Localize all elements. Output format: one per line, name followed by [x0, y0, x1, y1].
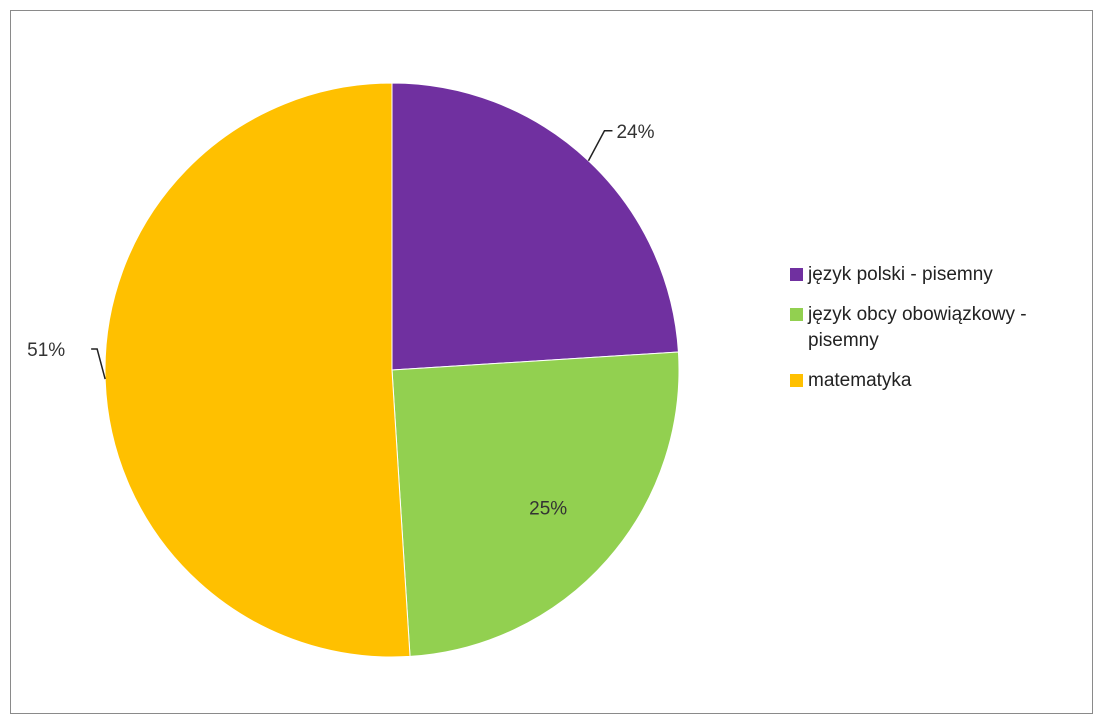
- legend-label-polish: język polski - pisemny: [808, 264, 993, 285]
- legend-item-math: matematyka: [790, 368, 1090, 394]
- leader-line-math: [91, 348, 106, 380]
- pie-slice-foreign-language: [391, 351, 680, 657]
- legend-swatch-foreign-language: [790, 308, 803, 321]
- legend-swatch-polish: [790, 268, 803, 281]
- legend-label-foreign-language: język obcy obowiązkowy - pisemny: [808, 304, 1027, 351]
- leader-line-polish: [587, 130, 613, 162]
- legend-label-math: matematyka: [808, 370, 912, 391]
- legend-swatch-math: [790, 374, 803, 387]
- data-label-foreign-language: 25%: [529, 499, 567, 520]
- pie-slice-polish: [391, 82, 679, 371]
- pie-slice-math: [104, 82, 411, 658]
- legend-item-polish: język polski - pisemny: [790, 262, 1090, 288]
- legend-item-foreign-language: język obcy obowiązkowy - pisemny: [790, 302, 1090, 354]
- legend: język polski - pisemny język obcy obowią…: [790, 262, 1090, 408]
- data-label-polish: 24%: [616, 122, 654, 143]
- data-label-math: 51%: [27, 340, 65, 361]
